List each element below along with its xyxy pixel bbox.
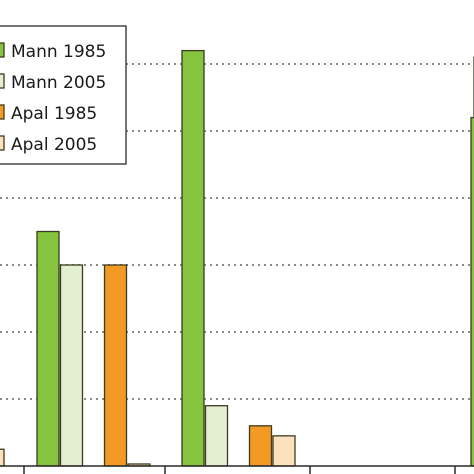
bar-partial-right <box>470 116 474 467</box>
legend-box <box>0 25 127 165</box>
bar-mann-1985-group-2 <box>181 49 205 467</box>
bar-apal-2005-group-2 <box>272 435 296 467</box>
bar-apal-1985-group-2 <box>248 425 273 467</box>
legend-label-2: Mann 2005 <box>11 73 106 93</box>
legend-label-4: Apal 2005 <box>11 135 97 155</box>
legend-swatch-3 <box>0 104 5 120</box>
bar-mann-2005-group-2 <box>204 405 229 467</box>
legend: Mann 1985 Mann 2005 Apal 1985 Apal 2005 <box>0 25 127 165</box>
legend-label-1: Mann 1985 <box>11 42 106 62</box>
legend-swatch-1 <box>0 42 5 58</box>
legend-swatch-4 <box>0 135 5 151</box>
bar-mann-1985-group-1 <box>36 230 60 467</box>
bars <box>0 49 474 467</box>
x-axis <box>0 465 474 474</box>
bar-partial-left <box>0 448 5 467</box>
legend-label-3: Apal 1985 <box>11 104 97 124</box>
bar-apal-1985-group-1 <box>103 264 128 467</box>
legend-swatch-2 <box>0 73 5 89</box>
bar-mann-2005-group-1 <box>59 264 84 467</box>
